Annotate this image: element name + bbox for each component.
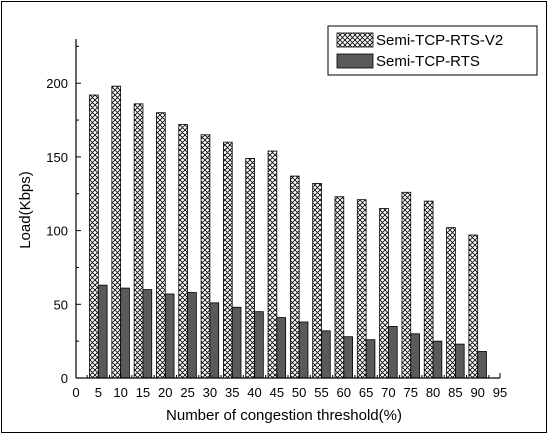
bar-semi-tcp-rts-v2 (111, 85, 122, 379)
bar-semi-tcp-rts (321, 330, 331, 379)
bar-semi-tcp-rts-v2 (156, 112, 166, 379)
x-tick-label: 20 (158, 385, 172, 400)
legend-swatch-semi-tcp-rts-v2 (336, 32, 374, 48)
bar-semi-tcp-rts-v2 (334, 196, 345, 379)
bar-semi-tcp-rts (298, 321, 309, 379)
legend-label-semi-tcp-rts-v2: Semi-TCP-RTS-V2 (376, 32, 503, 49)
bar-semi-tcp-rts-v2 (289, 175, 300, 379)
x-tick-label: 95 (493, 385, 507, 400)
x-tick-label: 65 (359, 385, 373, 400)
bar-semi-tcp-rts-v2 (312, 183, 322, 379)
bar-semi-tcp-rts-v2 (379, 208, 389, 379)
y-tick-label: 200 (46, 76, 68, 91)
bar-semi-tcp-rts (209, 302, 220, 379)
x-tick-label: 50 (292, 385, 306, 400)
bar-semi-tcp-rts (432, 340, 443, 379)
bar-semi-tcp-rts (410, 333, 420, 379)
bar-semi-tcp-rts-v2 (200, 134, 211, 379)
bar-semi-tcp-rts (187, 292, 197, 379)
bar-semi-tcp-rts (142, 289, 153, 379)
x-tick-label: 15 (136, 385, 150, 400)
bar-semi-tcp-rts-v2 (267, 150, 278, 379)
bar-semi-tcp-rts (231, 306, 242, 379)
bar-semi-tcp-rts (276, 317, 287, 379)
x-tick-label: 90 (470, 385, 484, 400)
y-tick-label: 150 (46, 150, 68, 165)
bar-semi-tcp-rts-v2 (446, 227, 456, 379)
x-tick-label: 55 (314, 385, 328, 400)
bar-semi-tcp-rts-v2 (356, 199, 367, 379)
bar-semi-tcp-rts (120, 287, 130, 379)
bar-semi-tcp-rts-v2 (401, 191, 412, 379)
bar-semi-tcp-rts (97, 284, 108, 379)
bar-semi-tcp-rts (365, 339, 376, 379)
bar-semi-tcp-rts (477, 351, 487, 379)
y-axis-ticks: 0 50 100 150 200 (46, 45, 81, 386)
bar-semi-tcp-rts (254, 311, 264, 379)
bar-semi-tcp-rts (343, 336, 353, 379)
bar-semi-tcp-rts (454, 343, 465, 379)
x-tick-label: 60 (337, 385, 351, 400)
y-tick-label: 50 (54, 297, 68, 312)
bar-semi-tcp-rts-v2 (468, 234, 479, 379)
y-axis-title: Load(Kbps) (17, 171, 34, 249)
x-tick-label: 0 (72, 385, 79, 400)
bar-semi-tcp-rts-v2 (89, 94, 99, 379)
x-tick-label: 40 (247, 385, 261, 400)
x-tick-label: 45 (270, 385, 284, 400)
x-tick-label: 35 (225, 385, 239, 400)
legend: Semi-TCP-RTS-V2 Semi-TCP-RTS (327, 25, 538, 76)
x-tick-label: 70 (381, 385, 395, 400)
bar-semi-tcp-rts (164, 293, 175, 379)
y-tick-label: 100 (46, 224, 68, 239)
x-tick-label: 5 (95, 385, 102, 400)
x-tick-label: 80 (426, 385, 440, 400)
bar-semi-tcp-rts-v2 (223, 141, 233, 379)
bar-semi-tcp-rts-v2 (423, 200, 434, 379)
x-tick-label: 75 (404, 385, 418, 400)
x-tick-label: 25 (180, 385, 194, 400)
bar-semi-tcp-rts-v2 (245, 157, 255, 379)
bar-semi-tcp-rts-v2 (133, 103, 144, 379)
y-tick-label: 0 (61, 371, 68, 386)
x-tick-label: 85 (448, 385, 462, 400)
x-axis-title: Number of congestion threshold(%) (166, 407, 402, 424)
legend-label-semi-tcp-rts: Semi-TCP-RTS (376, 53, 480, 70)
x-tick-label: 10 (113, 385, 127, 400)
bar-semi-tcp-rts-v2 (178, 124, 188, 379)
x-axis-ticks: 0 5 10 15 20 25 30 35 40 45 50 55 60 65 70 75 80 85 90 95 (72, 373, 507, 400)
bar-semi-tcp-rts (388, 326, 398, 379)
x-tick-label: 30 (203, 385, 217, 400)
legend-swatch-semi-tcp-rts (336, 53, 374, 69)
